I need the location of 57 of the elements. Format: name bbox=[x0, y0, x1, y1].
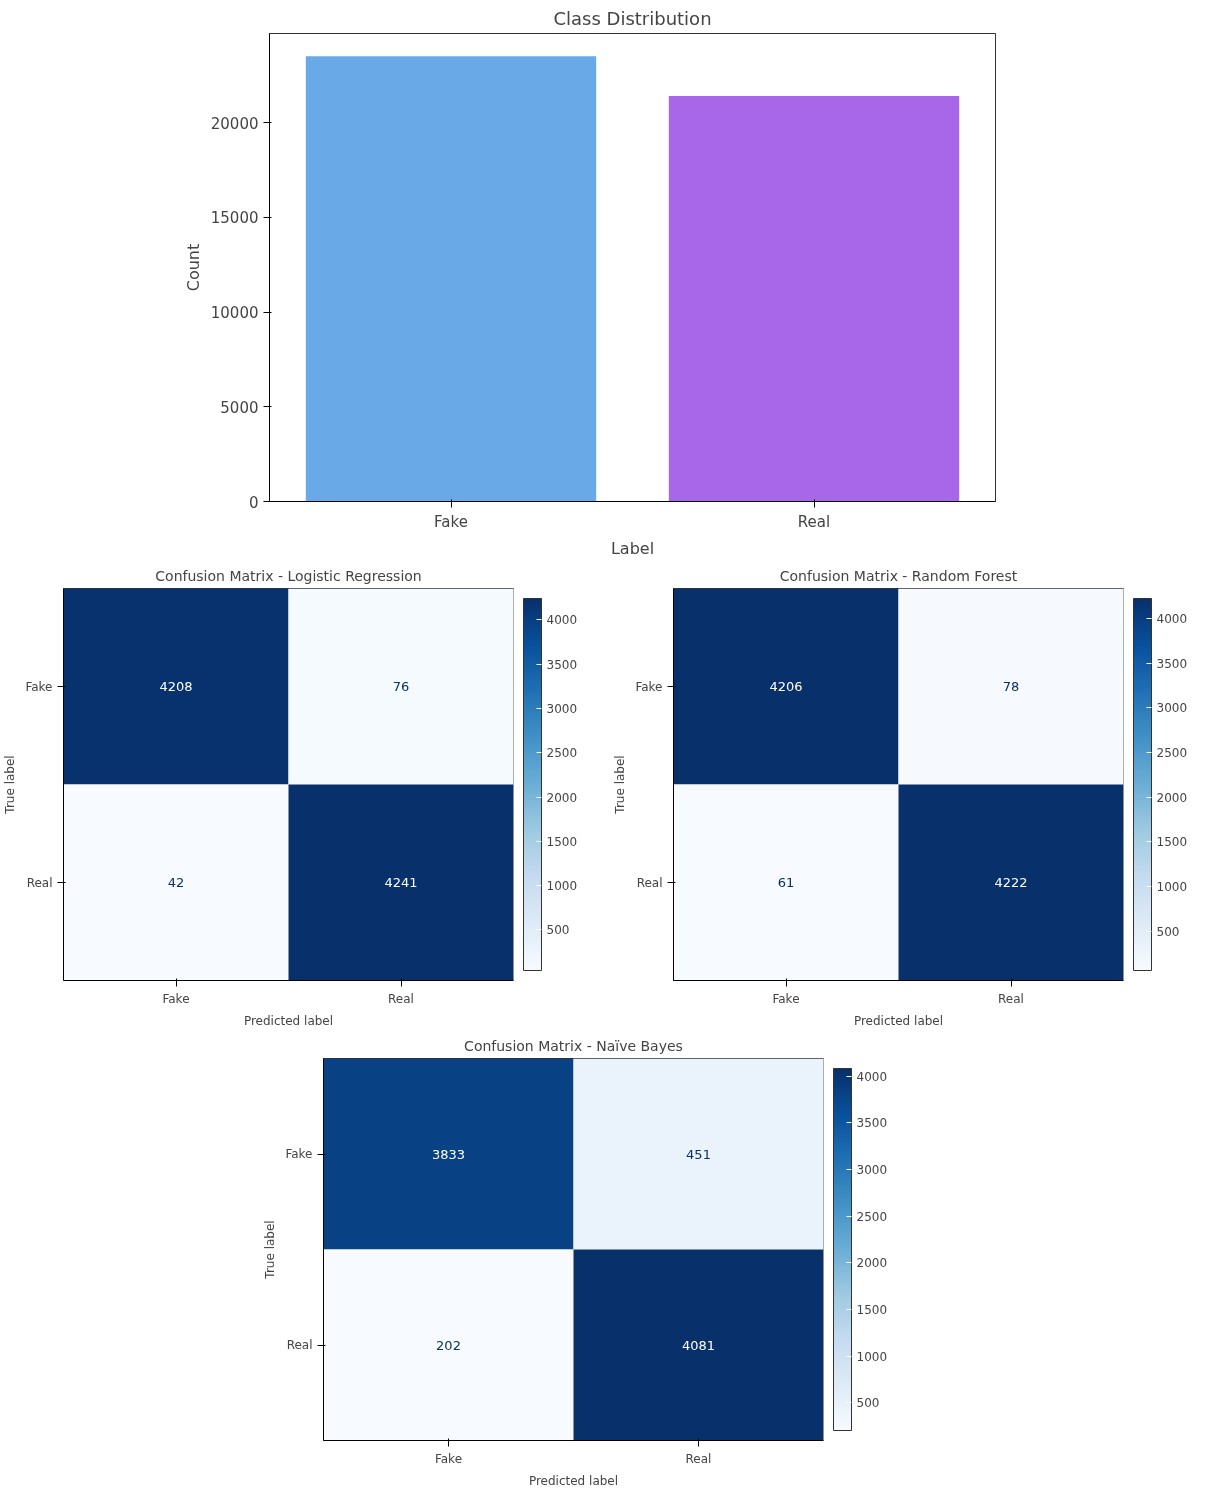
y-tick-label: 10000 bbox=[210, 304, 259, 323]
data-label: 4206 bbox=[769, 679, 803, 694]
data-label: 202 bbox=[436, 1337, 461, 1353]
color-bar-label: 1000 bbox=[546, 879, 578, 894]
color-bar-label: 3500 bbox=[546, 657, 578, 672]
color-bar-label: 1000 bbox=[856, 1349, 888, 1364]
x-tick-label: Fake bbox=[772, 991, 800, 1006]
color-bar-label: 500 bbox=[546, 923, 570, 938]
x-axis-title: Predicted label bbox=[853, 1013, 944, 1028]
color-bar-label: 2500 bbox=[1156, 745, 1188, 760]
color-bar-label: 4000 bbox=[1156, 611, 1188, 626]
y-axis-title: True label bbox=[3, 755, 18, 815]
x-tick-label: Fake bbox=[162, 991, 190, 1006]
color-bar-label: 1000 bbox=[1156, 880, 1188, 895]
x-tick-label: Real bbox=[998, 991, 1024, 1006]
data-label: 4222 bbox=[994, 875, 1028, 890]
y-tick-label: 15000 bbox=[210, 209, 259, 228]
color-bar-label: 2500 bbox=[546, 746, 578, 761]
color-bar-label: 3000 bbox=[546, 701, 578, 716]
data-label: 76 bbox=[392, 679, 410, 694]
data-label: 42 bbox=[167, 875, 185, 890]
y-axis-title: True label bbox=[613, 755, 628, 815]
data-label: 3833 bbox=[431, 1146, 466, 1162]
color-bar-label: 3000 bbox=[856, 1162, 888, 1177]
chart-title: Confusion Matrix - Naïve Bayes bbox=[464, 1037, 683, 1054]
color-bar-label: 4000 bbox=[546, 613, 578, 628]
data-label: 4241 bbox=[384, 875, 418, 890]
color-bar-label: 1500 bbox=[1156, 835, 1188, 850]
y-axis-title: Count bbox=[183, 243, 203, 292]
y-tick-label: 5000 bbox=[220, 398, 259, 417]
data-label: 78 bbox=[1002, 679, 1020, 694]
chart-title: Class Distribution bbox=[553, 7, 712, 29]
color-bar-label: 2000 bbox=[1156, 790, 1188, 805]
color-bar-label: 2500 bbox=[856, 1209, 888, 1224]
chart-title: Confusion Matrix - Logistic Regression bbox=[155, 567, 422, 584]
data-label: 61 bbox=[777, 875, 795, 890]
x-axis-title: Predicted label bbox=[528, 1473, 619, 1488]
data-label: 451 bbox=[686, 1146, 711, 1162]
color-bar-label: 2000 bbox=[546, 790, 578, 805]
y-tick-label: 20000 bbox=[210, 114, 259, 133]
color-bar-label: 1500 bbox=[546, 834, 578, 849]
color-bar-label: 3500 bbox=[856, 1116, 888, 1131]
color-bar-label: 500 bbox=[1156, 924, 1180, 939]
color-bar-label: 500 bbox=[856, 1396, 880, 1411]
x-tick-label: Real bbox=[388, 991, 414, 1006]
y-axis-title: True label bbox=[263, 1220, 278, 1280]
color-bar-label: 1500 bbox=[856, 1302, 888, 1317]
data-label: 4081 bbox=[681, 1337, 716, 1353]
y-tick-label: 0 bbox=[248, 493, 259, 512]
chart-title: Confusion Matrix - Random Forest bbox=[779, 567, 1018, 584]
data-label: 4208 bbox=[159, 679, 193, 694]
color-bar-label: 2000 bbox=[856, 1256, 888, 1271]
x-axis-title: Predicted label bbox=[243, 1013, 334, 1028]
x-axis-title: Label bbox=[610, 538, 655, 558]
color-bar-label: 3000 bbox=[1156, 701, 1188, 716]
color-bar-label: 4000 bbox=[856, 1069, 888, 1084]
color-bar-label: 3500 bbox=[1156, 656, 1188, 671]
